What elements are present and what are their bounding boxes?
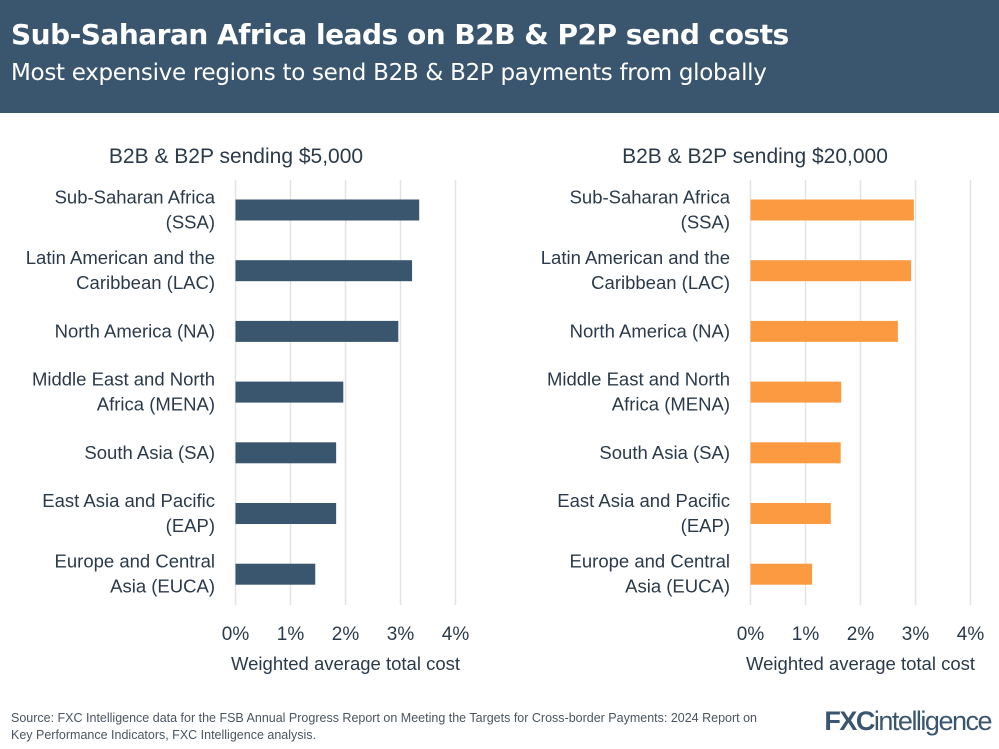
bar bbox=[750, 381, 842, 403]
x-axis-label: Weighted average total cost bbox=[746, 653, 975, 674]
x-tick-label: 2% bbox=[847, 624, 875, 645]
category-label: North America (NA) bbox=[55, 320, 215, 341]
category-label: South Asia (SA) bbox=[599, 442, 730, 463]
category-label: Sub-Saharan Africa bbox=[570, 187, 731, 208]
category-label: North America (NA) bbox=[570, 320, 730, 341]
category-label: Latin American and the bbox=[541, 247, 730, 268]
bar bbox=[235, 320, 399, 342]
x-tick-label: 0% bbox=[737, 624, 765, 645]
source-note: Source: FXC Intelligence data for the FS… bbox=[11, 711, 757, 742]
x-tick-label: 3% bbox=[902, 624, 930, 645]
x-tick-label: 0% bbox=[222, 624, 250, 645]
category-label: Africa (MENA) bbox=[612, 394, 730, 415]
x-tick-label: 1% bbox=[277, 624, 305, 645]
bar bbox=[750, 199, 914, 221]
category-label: (SSA) bbox=[681, 212, 730, 233]
category-label: Latin American and the bbox=[26, 247, 215, 268]
bar bbox=[235, 199, 420, 221]
category-label: Asia (EUCA) bbox=[110, 576, 215, 597]
x-tick-label: 3% bbox=[387, 624, 415, 645]
x-tick-label: 4% bbox=[957, 624, 985, 645]
bar bbox=[235, 503, 337, 524]
category-label: Middle East and North bbox=[32, 369, 215, 390]
x-tick-label: 1% bbox=[792, 624, 820, 645]
category-label: East Asia and Pacific bbox=[42, 490, 215, 511]
panel-title: B2B & B2P sending $5,000 bbox=[109, 145, 363, 168]
chart-title: Sub-Saharan Africa leads on B2B & P2P se… bbox=[11, 18, 789, 51]
bar bbox=[750, 563, 813, 585]
x-tick-label: 4% bbox=[442, 624, 470, 645]
category-label: Middle East and North bbox=[547, 369, 730, 390]
header: Sub-Saharan Africa leads on B2B & P2P se… bbox=[0, 0, 999, 113]
bar bbox=[750, 442, 841, 464]
category-label: Caribbean (LAC) bbox=[76, 272, 215, 293]
bar bbox=[235, 442, 337, 464]
bar bbox=[750, 260, 912, 282]
category-label: Asia (EUCA) bbox=[625, 576, 730, 597]
charts: B2B & B2P sending $5,000 0% 1% 2% 3% 4% Weight… bbox=[26, 145, 985, 674]
panel-title: B2B & B2P sending $20,000 bbox=[622, 145, 888, 168]
fxc-logo: FXCintelligence bbox=[824, 706, 992, 736]
category-label: (SSA) bbox=[166, 212, 215, 233]
category-label: Europe and Central bbox=[570, 551, 730, 572]
x-axis-label: Weighted average total cost bbox=[231, 653, 460, 674]
category-label: Caribbean (LAC) bbox=[591, 272, 730, 293]
category-label: Europe and Central bbox=[55, 551, 215, 572]
bar bbox=[235, 563, 316, 585]
bar bbox=[750, 320, 898, 342]
category-label: Sub-Saharan Africa bbox=[55, 187, 216, 208]
chart-subtitle: Most expensive regions to send B2B & B2P… bbox=[11, 60, 767, 86]
x-tick-label: 2% bbox=[332, 624, 360, 645]
bar bbox=[235, 260, 413, 282]
category-label: East Asia and Pacific bbox=[557, 490, 730, 511]
category-label: (EAP) bbox=[681, 515, 730, 536]
category-label: South Asia (SA) bbox=[84, 442, 215, 463]
bar bbox=[235, 381, 344, 403]
bar bbox=[750, 503, 831, 524]
category-label: Africa (MENA) bbox=[97, 394, 215, 415]
category-label: (EAP) bbox=[166, 515, 215, 536]
